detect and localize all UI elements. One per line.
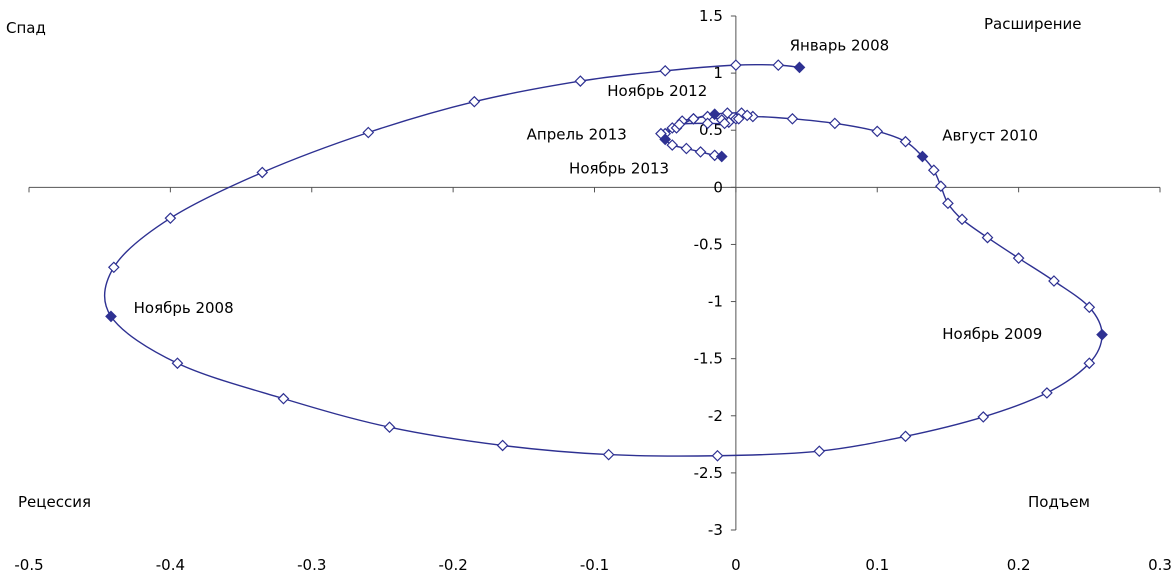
axes: -0.5 -0.4 -0.3 -0.2 -0.1 0 0.1 0.2 0.31.510.50-0…	[14, 7, 1172, 574]
data-point	[171, 357, 184, 370]
x-tick-label: -0.5	[14, 556, 43, 574]
data-point	[711, 449, 724, 462]
highlight-point	[708, 108, 721, 121]
data-point	[1083, 301, 1096, 314]
data-point	[927, 164, 940, 177]
x-tick-label: -0.1	[580, 556, 609, 574]
y-tick-label: 0	[713, 178, 723, 196]
annotations: Январь 2008 Ноябрь 2012 Август 2010 Апрель …	[134, 36, 1043, 343]
data-point	[1083, 357, 1096, 370]
data-point	[730, 59, 742, 71]
data-point	[981, 231, 994, 244]
annotation-label: Ноябрь 2008	[134, 299, 234, 317]
y-tick-label: -1	[708, 293, 723, 311]
data-point	[1012, 252, 1025, 264]
x-tick-label: 0	[731, 556, 741, 574]
data-point	[673, 118, 686, 131]
data-point	[701, 117, 714, 130]
quadrant-label-bottom-right: Подъем	[1028, 493, 1090, 511]
data-point	[772, 59, 785, 71]
data-point	[871, 125, 884, 138]
data-point	[828, 117, 841, 130]
x-tick-label: 0.2	[1007, 556, 1031, 574]
y-tick-label: -0.5	[694, 235, 723, 253]
y-tick-label: -1.5	[694, 350, 723, 368]
annotation-label: Апрель 2013	[527, 125, 627, 143]
data-point	[935, 180, 947, 193]
series-line	[103, 63, 1103, 457]
data-point	[256, 166, 269, 179]
data-point	[721, 107, 734, 119]
quadrant-label-top-left: Спад	[6, 19, 46, 37]
data-point	[956, 213, 968, 226]
annotation-label: Август 2010	[942, 127, 1038, 145]
data-point	[786, 112, 799, 125]
data-point	[708, 149, 721, 162]
x-tick-label: -0.2	[438, 556, 467, 574]
highlight-point	[916, 150, 929, 163]
data-point	[977, 411, 990, 423]
x-tick-label: 0.1	[865, 556, 889, 574]
data-point	[666, 139, 679, 151]
data-point	[813, 445, 826, 458]
annotation-label: Январь 2008	[790, 36, 890, 54]
data-point	[680, 142, 693, 155]
x-tick-label: -0.3	[297, 556, 326, 574]
data-point	[732, 112, 745, 125]
quadrant-label-bottom-left: Рецессия	[18, 493, 91, 511]
data-point	[362, 126, 375, 139]
data-point	[496, 439, 509, 452]
data-point	[468, 95, 481, 108]
highlight-point	[1096, 328, 1108, 341]
data-point	[383, 421, 396, 434]
highlight-point	[715, 150, 728, 163]
data-point	[659, 64, 672, 77]
data-point	[164, 212, 177, 225]
highlight-point	[793, 61, 806, 74]
x-tick-label: 0.3	[1148, 556, 1172, 574]
data-point	[1048, 275, 1060, 287]
data-point	[687, 112, 700, 125]
data-point	[107, 261, 120, 274]
data-point	[718, 117, 731, 130]
y-tick-label: 1.5	[699, 7, 723, 25]
y-tick-label: 1	[713, 64, 723, 82]
data-point	[899, 430, 912, 443]
annotation-label: Ноябрь 2009	[942, 325, 1042, 343]
highlight-point	[105, 310, 117, 323]
data-point	[694, 146, 707, 158]
data-point	[602, 448, 615, 461]
highlight-point	[659, 133, 672, 146]
data-point	[942, 197, 954, 210]
y-tick-label: -2.5	[694, 464, 723, 482]
data-point	[899, 135, 912, 148]
data-points	[105, 59, 1108, 462]
data-point	[277, 392, 290, 405]
data-point	[1041, 387, 1053, 399]
y-tick-label: -2	[708, 407, 723, 425]
annotation-label: Ноябрь 2012	[607, 82, 707, 100]
x-tick-label: -0.4	[156, 556, 185, 574]
quadrant-label-top-right: Расширение	[984, 15, 1082, 33]
data-point	[574, 75, 587, 87]
annotation-label: Ноябрь 2013	[569, 160, 669, 178]
y-tick-label: -3	[708, 521, 723, 539]
data-point	[741, 109, 754, 122]
